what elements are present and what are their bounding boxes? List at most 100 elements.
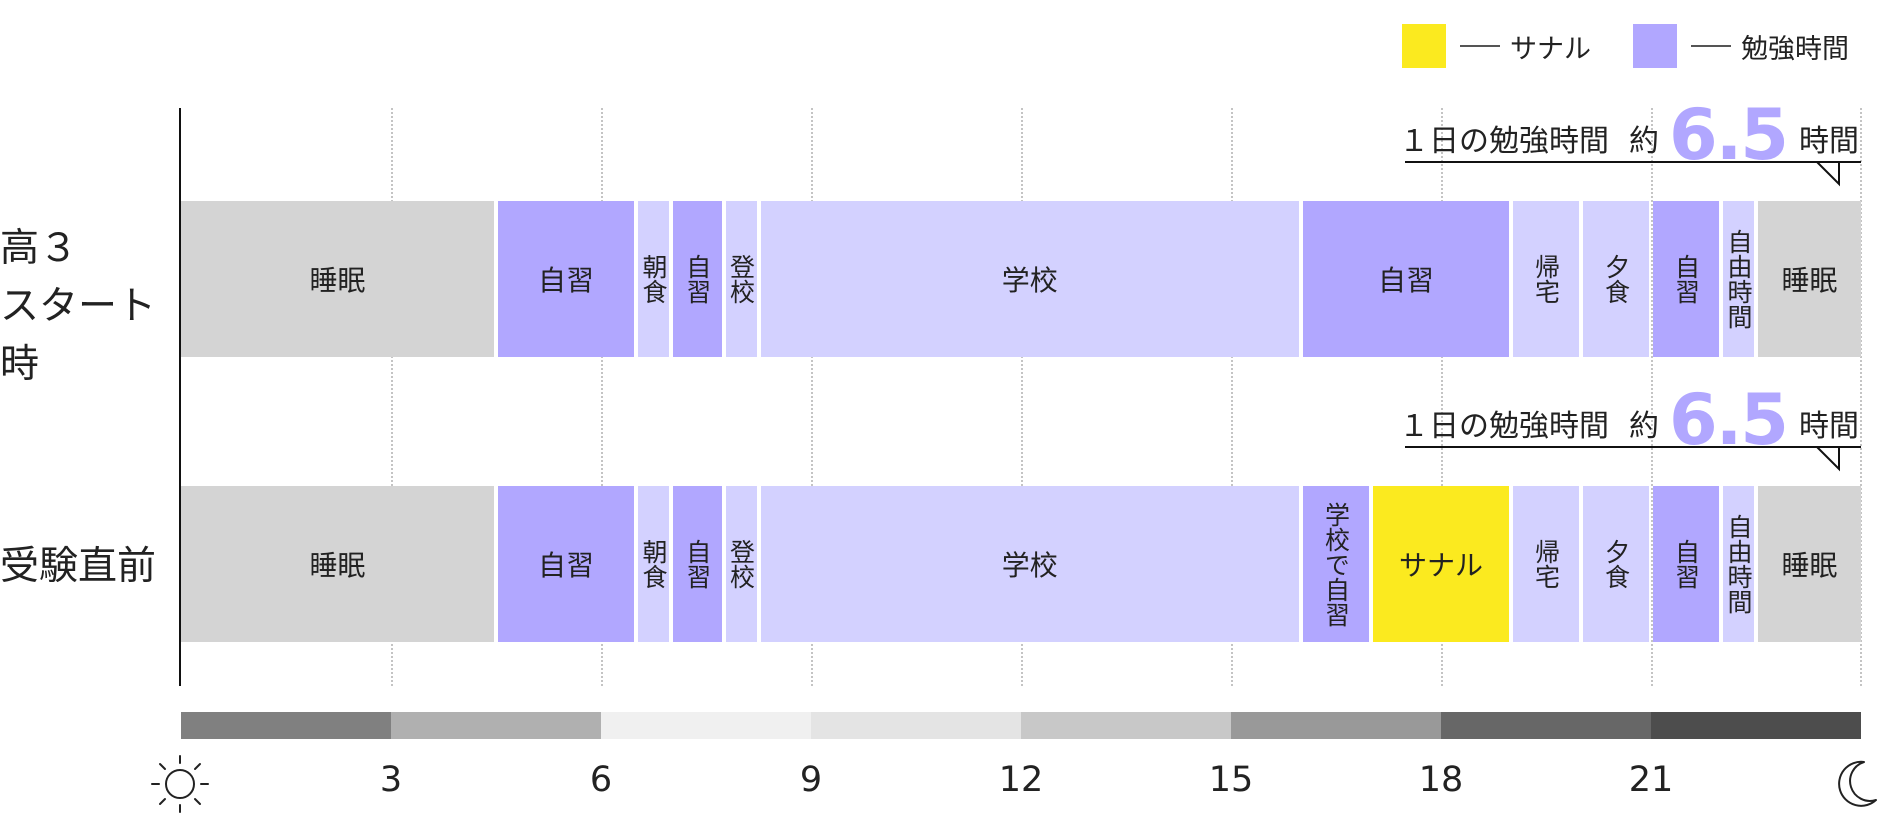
gridline <box>391 108 393 686</box>
bar-segment: 自習 <box>1653 201 1719 357</box>
callout-unit: 時間 <box>1799 409 1859 444</box>
legend-swatch-study-time <box>1633 24 1677 68</box>
segment-label: 帰宅 <box>1531 254 1561 304</box>
row-label-start: 高３ スタート時 <box>0 226 157 387</box>
callout-label: １日の勉強時間 <box>1398 124 1609 159</box>
segment-label: 自習 <box>537 549 594 582</box>
callout-value: 6.5 <box>1668 379 1789 461</box>
time-band <box>601 712 811 739</box>
bar-segment: 夕食 <box>1583 201 1649 357</box>
time-band <box>1231 712 1441 739</box>
study-callout-start: １日の勉強時間 約 6.5 時間 <box>1399 100 1861 190</box>
bar-segment: サナル <box>1373 486 1509 642</box>
segment-label: 学校 <box>1001 549 1058 582</box>
callout-text: １日の勉強時間 約 6.5 時間 <box>1399 385 1859 455</box>
segment-label: 登校 <box>726 539 756 589</box>
legend-sanaru: サナル <box>1402 22 1591 70</box>
gridline <box>1651 108 1653 686</box>
bar-segment: 自習 <box>498 201 634 357</box>
segment-label: 自習 <box>537 264 594 297</box>
bar-segment: 朝食 <box>638 201 669 357</box>
x-tick-label: 15 <box>1208 760 1254 800</box>
callout-pointer <box>1405 446 1861 472</box>
bar-segment: 夕食 <box>1583 486 1649 642</box>
bar-segment: 自由時間 <box>1723 201 1754 357</box>
sun-icon <box>151 755 209 813</box>
x-tick-label: 6 <box>589 760 613 800</box>
bar-segment: 帰宅 <box>1513 486 1579 642</box>
bar-segment: 自習 <box>498 486 634 642</box>
bar-segment: 自習 <box>673 486 722 642</box>
segment-label: 睡眠 <box>1781 264 1838 297</box>
callout-pointer <box>1405 161 1861 187</box>
legend-dash <box>1691 45 1731 47</box>
time-band <box>811 712 1021 739</box>
gridline <box>811 108 813 686</box>
x-tick-label: 18 <box>1418 760 1464 800</box>
callout-prefix: 約 <box>1628 124 1659 159</box>
segment-label: 朝食 <box>639 539 668 589</box>
legend-dash <box>1460 45 1500 47</box>
time-band <box>1441 712 1651 739</box>
callout-text: １日の勉強時間 約 6.5 時間 <box>1399 100 1859 170</box>
bar-segment: 帰宅 <box>1513 201 1579 357</box>
bar-segment: 自習 <box>1653 486 1719 642</box>
moon-icon <box>1838 760 1877 807</box>
segment-label: 自習 <box>1671 539 1701 589</box>
legend-study-time: 勉強時間 <box>1633 22 1849 70</box>
segment-label: 学校 <box>1001 264 1058 297</box>
x-tick-label: 21 <box>1628 760 1674 800</box>
bar-segment: 自由時間 <box>1723 486 1754 642</box>
segment-label: 睡眠 <box>309 549 366 582</box>
callout-value: 6.5 <box>1668 94 1789 176</box>
segment-label: 学校で自習 <box>1321 501 1351 627</box>
segment-label: 帰宅 <box>1531 539 1561 589</box>
x-tick-label: 12 <box>998 760 1044 800</box>
segment-label: 自習 <box>682 539 712 589</box>
segment-label: 登校 <box>726 254 756 304</box>
x-tick-label: 9 <box>799 760 823 800</box>
bar-segment: 睡眠 <box>181 201 494 357</box>
bar-segment: 登校 <box>725 486 757 642</box>
x-tick-label: 3 <box>379 760 403 800</box>
segment-label: 自由時間 <box>1724 229 1753 329</box>
segment-label: 朝食 <box>639 254 668 304</box>
legend-swatch-sanaru <box>1402 24 1446 68</box>
bar-segment: 自習 <box>1303 201 1509 357</box>
schedule-bar-exam: 睡眠 自習 朝食 自習 登校 学校 学校で自習 サナル 帰宅 夕食 自習 自由時間 睡眠 <box>181 486 1861 642</box>
time-band <box>1021 712 1231 739</box>
bar-segment: 睡眠 <box>1758 201 1861 357</box>
gridline <box>1021 108 1023 686</box>
time-band <box>391 712 601 739</box>
callout-prefix: 約 <box>1628 409 1659 444</box>
schedule-bar-start: 睡眠 自習 朝食 自習 登校 学校 自習 帰宅 夕食 自習 自由時間 睡眠 <box>181 201 1861 357</box>
segment-label: 自習 <box>682 254 712 304</box>
segment-label: 睡眠 <box>309 264 366 297</box>
legend-label-sanaru: サナル <box>1510 33 1591 65</box>
gridline <box>1441 108 1443 686</box>
segment-label: 自由時間 <box>1724 514 1753 614</box>
legend-label-study-time: 勉強時間 <box>1741 33 1849 65</box>
bar-segment: 睡眠 <box>181 486 494 642</box>
bar-segment: 学校で自習 <box>1303 486 1369 642</box>
callout-label: １日の勉強時間 <box>1398 409 1609 444</box>
bar-segment: 学校 <box>760 486 1299 642</box>
row-label-exam: 受験直前 <box>0 544 157 589</box>
segment-label: 自習 <box>1671 254 1701 304</box>
time-band <box>181 712 391 739</box>
gridline <box>1860 108 1862 686</box>
gridline <box>601 108 603 686</box>
bar-segment: 朝食 <box>638 486 669 642</box>
time-band <box>1651 712 1861 739</box>
segment-label: 夕食 <box>1601 539 1631 589</box>
bar-segment: 登校 <box>725 201 757 357</box>
time-of-day-bar <box>181 712 1861 739</box>
bar-segment: 睡眠 <box>1758 486 1861 642</box>
y-axis-line <box>179 108 181 686</box>
bar-segment: 自習 <box>673 201 722 357</box>
bar-segment: 学校 <box>760 201 1299 357</box>
segment-label: 自習 <box>1377 264 1434 297</box>
callout-unit: 時間 <box>1799 124 1859 159</box>
gridline <box>1231 108 1233 686</box>
segment-label: 夕食 <box>1601 254 1631 304</box>
